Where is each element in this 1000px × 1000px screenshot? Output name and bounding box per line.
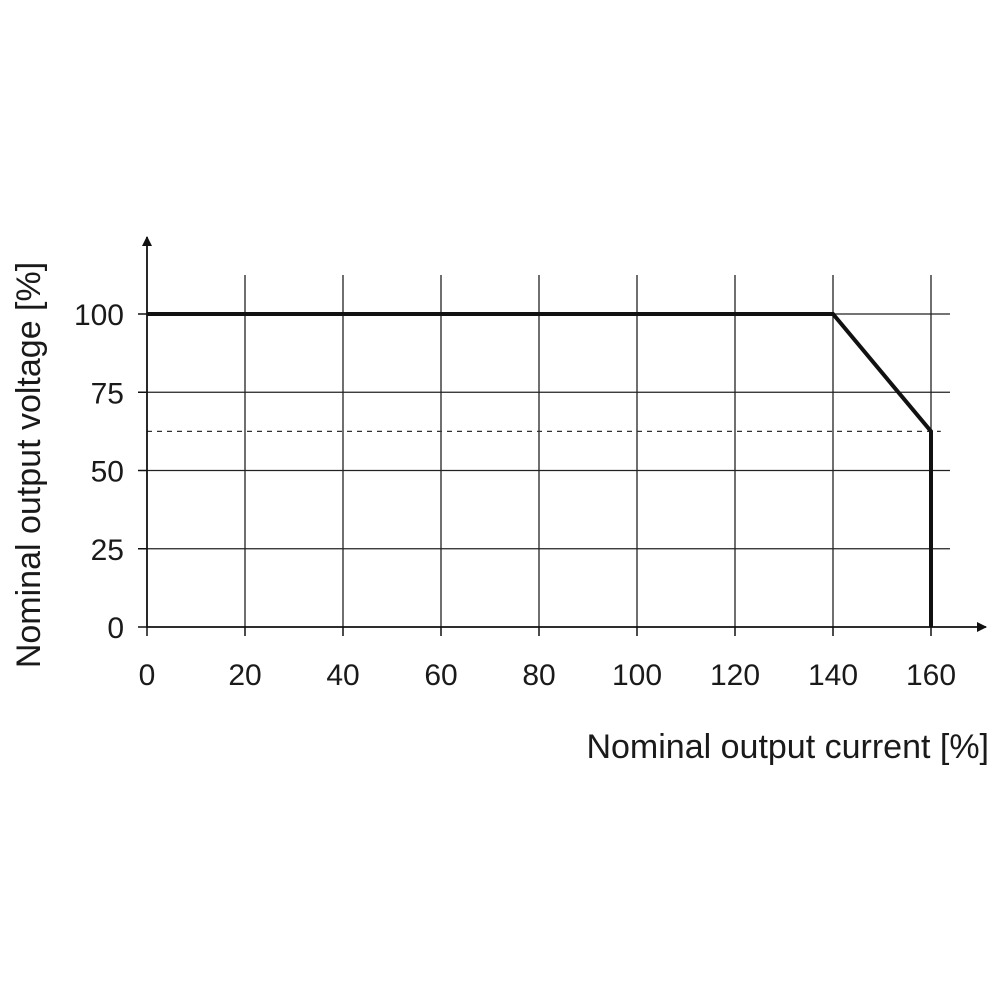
- x-tick-label: 80: [522, 659, 555, 692]
- y-tick-label: 25: [91, 534, 124, 567]
- x-tick-label: 0: [139, 659, 156, 692]
- x-tick-label: 40: [326, 659, 359, 692]
- x-tick-label: 160: [906, 659, 956, 692]
- series: [147, 312, 933, 627]
- x-tick-label: 120: [710, 659, 760, 692]
- series-line: [147, 312, 933, 627]
- x-tick-label: 100: [612, 659, 662, 692]
- y-tick-label: 0: [107, 612, 124, 645]
- y-axis-title: Nominal output voltage [%]: [10, 262, 48, 668]
- grid: [147, 275, 950, 627]
- axes: [138, 236, 987, 636]
- x-tick-label: 140: [808, 659, 858, 692]
- y-tick-label: 100: [74, 299, 124, 332]
- y-tick-label: 50: [91, 456, 124, 489]
- x-tick-label: 60: [424, 659, 457, 692]
- x-axis-title: Nominal output current [%]: [586, 728, 989, 766]
- x-tick-label: 20: [228, 659, 261, 692]
- y-tick-label: 75: [91, 377, 124, 410]
- tick-labels: 0 20 40 60 80 100 120 140 160 0 25 50 75 100: [74, 299, 956, 692]
